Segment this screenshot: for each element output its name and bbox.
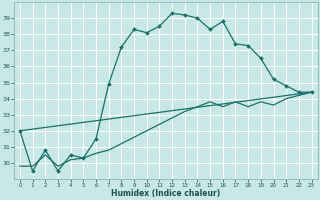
X-axis label: Humidex (Indice chaleur): Humidex (Indice chaleur): [111, 189, 220, 198]
